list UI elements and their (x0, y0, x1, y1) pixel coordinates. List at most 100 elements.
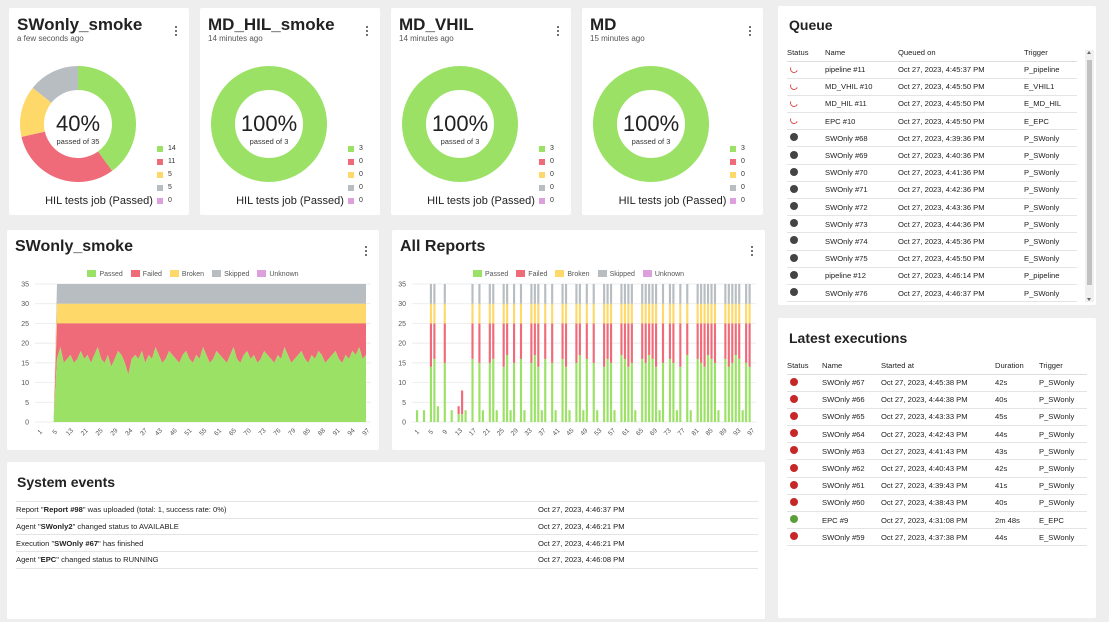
execution-row[interactable]: SWOnly #65 Oct 27, 2023, 4:43:33 PM 45s P_S… (787, 408, 1087, 427)
queue-row[interactable]: SWOnly #74 Oct 27, 2023, 4:45:36 PM P_SWon… (787, 232, 1077, 251)
execution-name[interactable]: EPC #9 (822, 511, 881, 530)
gauge-legend-item: 0 (348, 194, 363, 207)
queue-row[interactable]: pipeline #12 Oct 27, 2023, 4:46:14 PM P_pi… (787, 267, 1077, 285)
gauge-menu-icon[interactable] (745, 24, 755, 38)
chart-legend-item[interactable]: Skipped (597, 270, 635, 278)
gauge-menu-icon[interactable] (362, 24, 372, 38)
queue-row[interactable]: EPC #10 Oct 27, 2023, 4:45:50 PM E_EPC (787, 112, 1077, 131)
queue-row[interactable]: pipeline #11 Oct 27, 2023, 4:45:37 PM P_pi… (787, 61, 1077, 79)
queue-column-header[interactable]: Queued on (898, 44, 1024, 62)
execution-row[interactable]: SWOnly #67 Oct 27, 2023, 4:45:38 PM 42s P_S… (787, 374, 1087, 392)
bar-segment (436, 406, 439, 422)
queue-column-header[interactable]: Name (825, 44, 898, 62)
execution-name[interactable]: SWOnly #62 (822, 459, 881, 478)
all-reports-menu-icon[interactable] (747, 244, 757, 258)
queue-column-header[interactable]: Status (787, 44, 825, 62)
queued-status-icon (790, 236, 798, 245)
executions-column-header[interactable]: Started at (881, 357, 995, 375)
executions-column-header[interactable]: Name (822, 357, 881, 375)
queue-name[interactable]: pipeline #11 (825, 61, 898, 79)
gauge-title: MD (590, 15, 617, 34)
execution-name[interactable]: SWOnly #66 (822, 391, 881, 409)
bar-segment (457, 406, 460, 415)
queue-name[interactable]: SWOnly #75 (825, 250, 898, 268)
queue-row[interactable]: SWOnly #71 Oct 27, 2023, 4:42:36 PM P_SWon… (787, 181, 1077, 200)
chart-legend-item[interactable]: Failed (130, 270, 162, 278)
queue-row[interactable]: MD_VHIL #10 Oct 27, 2023, 4:45:50 PM E_VHI… (787, 78, 1077, 96)
chart-legend-item[interactable]: Failed (516, 270, 547, 278)
queue-row[interactable]: SWOnly #68 Oct 27, 2023, 4:39:36 PM P_SWon… (787, 129, 1077, 148)
bar-segment (727, 366, 730, 422)
execution-row[interactable]: SWOnly #66 Oct 27, 2023, 4:44:38 PM 40s P_S… (787, 391, 1087, 409)
bar-segment (648, 323, 651, 355)
queue-name[interactable]: SWOnly #73 (825, 215, 898, 234)
queue-name[interactable]: MD_HIL #11 (825, 95, 898, 114)
chart-legend-item[interactable]: Passed (87, 270, 123, 278)
chart-legend-item[interactable]: Broken (169, 270, 204, 278)
executions-column-header[interactable]: Duration (995, 357, 1039, 375)
queue-name[interactable]: EPC #10 (825, 112, 898, 131)
execution-status (787, 528, 822, 547)
execution-started: Oct 27, 2023, 4:44:38 PM (881, 391, 995, 409)
execution-row[interactable]: SWOnly #59 Oct 27, 2023, 4:37:38 PM 44s E_S… (787, 528, 1087, 547)
legend-swatch (157, 158, 163, 165)
queue-row[interactable]: SWOnly #73 Oct 27, 2023, 4:44:36 PM P_SWon… (787, 215, 1077, 234)
executions-column-header[interactable]: Trigger (1039, 357, 1087, 375)
execution-name[interactable]: SWOnly #60 (822, 494, 881, 513)
queue-row[interactable]: MD_HIL #11 Oct 27, 2023, 4:45:50 PM E_MD_H… (787, 95, 1077, 114)
chart-legend-item[interactable]: Broken (555, 270, 590, 278)
execution-name[interactable]: SWOnly #61 (822, 477, 881, 495)
chart-legend-item[interactable]: Unknown (257, 270, 299, 278)
scroll-up-icon[interactable] (1087, 51, 1091, 54)
x-tick-label: 77 (677, 427, 687, 437)
queue-row[interactable]: SWOnly #72 Oct 27, 2023, 4:43:36 PM P_SWon… (787, 198, 1077, 217)
queue-name[interactable]: SWOnly #70 (825, 164, 898, 182)
execution-name[interactable]: SWOnly #65 (822, 408, 881, 427)
queue-name[interactable]: SWOnly #71 (825, 181, 898, 200)
queue-name[interactable]: SWOnly #72 (825, 198, 898, 217)
execution-row[interactable]: SWOnly #62 Oct 27, 2023, 4:40:43 PM 42s P_S… (787, 459, 1087, 478)
gauge-timestamp: 14 minutes ago (208, 34, 263, 43)
gauge-menu-icon[interactable] (171, 24, 181, 38)
gauge-menu-icon[interactable] (553, 24, 563, 38)
queue-column-header[interactable]: Trigger (1024, 44, 1077, 62)
chart-legend-item[interactable]: Passed (472, 270, 508, 278)
queue-name[interactable]: SWOnly #68 (825, 129, 898, 148)
bar-segment (748, 323, 751, 367)
execution-name[interactable]: SWOnly #63 (822, 442, 881, 461)
queue-row[interactable]: SWOnly #76 Oct 27, 2023, 4:46:37 PM P_SWon… (787, 284, 1077, 302)
bar-segment (734, 303, 737, 324)
queue-name[interactable]: pipeline #12 (825, 267, 898, 285)
executions-column-header[interactable]: Status (787, 357, 822, 375)
queue-name[interactable]: SWOnly #76 (825, 284, 898, 302)
queue-scrollbar[interactable] (1085, 50, 1094, 302)
donut-chart: 40%passed of 35 (20, 66, 136, 182)
execution-status (787, 459, 822, 478)
execution-row[interactable]: SWOnly #63 Oct 27, 2023, 4:41:43 PM 43s P_S… (787, 442, 1087, 461)
queue-name[interactable]: SWOnly #74 (825, 232, 898, 251)
queue-trigger: P_SWonly (1024, 232, 1077, 251)
trend-chart-menu-icon[interactable] (361, 244, 371, 258)
execution-name[interactable]: SWOnly #67 (822, 374, 881, 392)
execution-row[interactable]: SWOnly #60 Oct 27, 2023, 4:38:43 PM 40s P_S… (787, 494, 1087, 513)
chart-legend-item[interactable]: Unknown (642, 270, 684, 278)
queue-row[interactable]: SWOnly #70 Oct 27, 2023, 4:41:36 PM P_SWon… (787, 164, 1077, 182)
gauge-caption: HIL tests job (Passed) (236, 195, 344, 207)
execution-row[interactable]: SWOnly #64 Oct 27, 2023, 4:42:43 PM 44s P_S… (787, 425, 1087, 444)
scroll-down-icon[interactable] (1087, 298, 1091, 301)
bar-segment (710, 303, 713, 324)
legend-count: 5 (168, 171, 172, 178)
queue-status (787, 61, 825, 79)
execution-name[interactable]: SWOnly #64 (822, 425, 881, 444)
queue-row[interactable]: SWOnly #69 Oct 27, 2023, 4:40:36 PM P_SWon… (787, 146, 1077, 165)
gauge-caption: HIL tests job (Passed) (618, 195, 727, 207)
queue-row[interactable]: SWOnly #75 Oct 27, 2023, 4:45:50 PM E_SWon… (787, 250, 1077, 268)
queue-scroll-thumb[interactable] (1087, 60, 1092, 285)
chart-legend-item[interactable]: Skipped (212, 270, 249, 278)
execution-name[interactable]: SWOnly #59 (822, 528, 881, 547)
execution-row[interactable]: EPC #9 Oct 27, 2023, 4:31:08 PM 2m 48s E_EP… (787, 511, 1087, 530)
queue-name[interactable]: SWOnly #69 (825, 146, 898, 165)
failed-status-icon (790, 480, 798, 489)
queue-name[interactable]: MD_VHIL #10 (825, 78, 898, 96)
execution-row[interactable]: SWOnly #61 Oct 27, 2023, 4:39:43 PM 41s P_S… (787, 477, 1087, 495)
